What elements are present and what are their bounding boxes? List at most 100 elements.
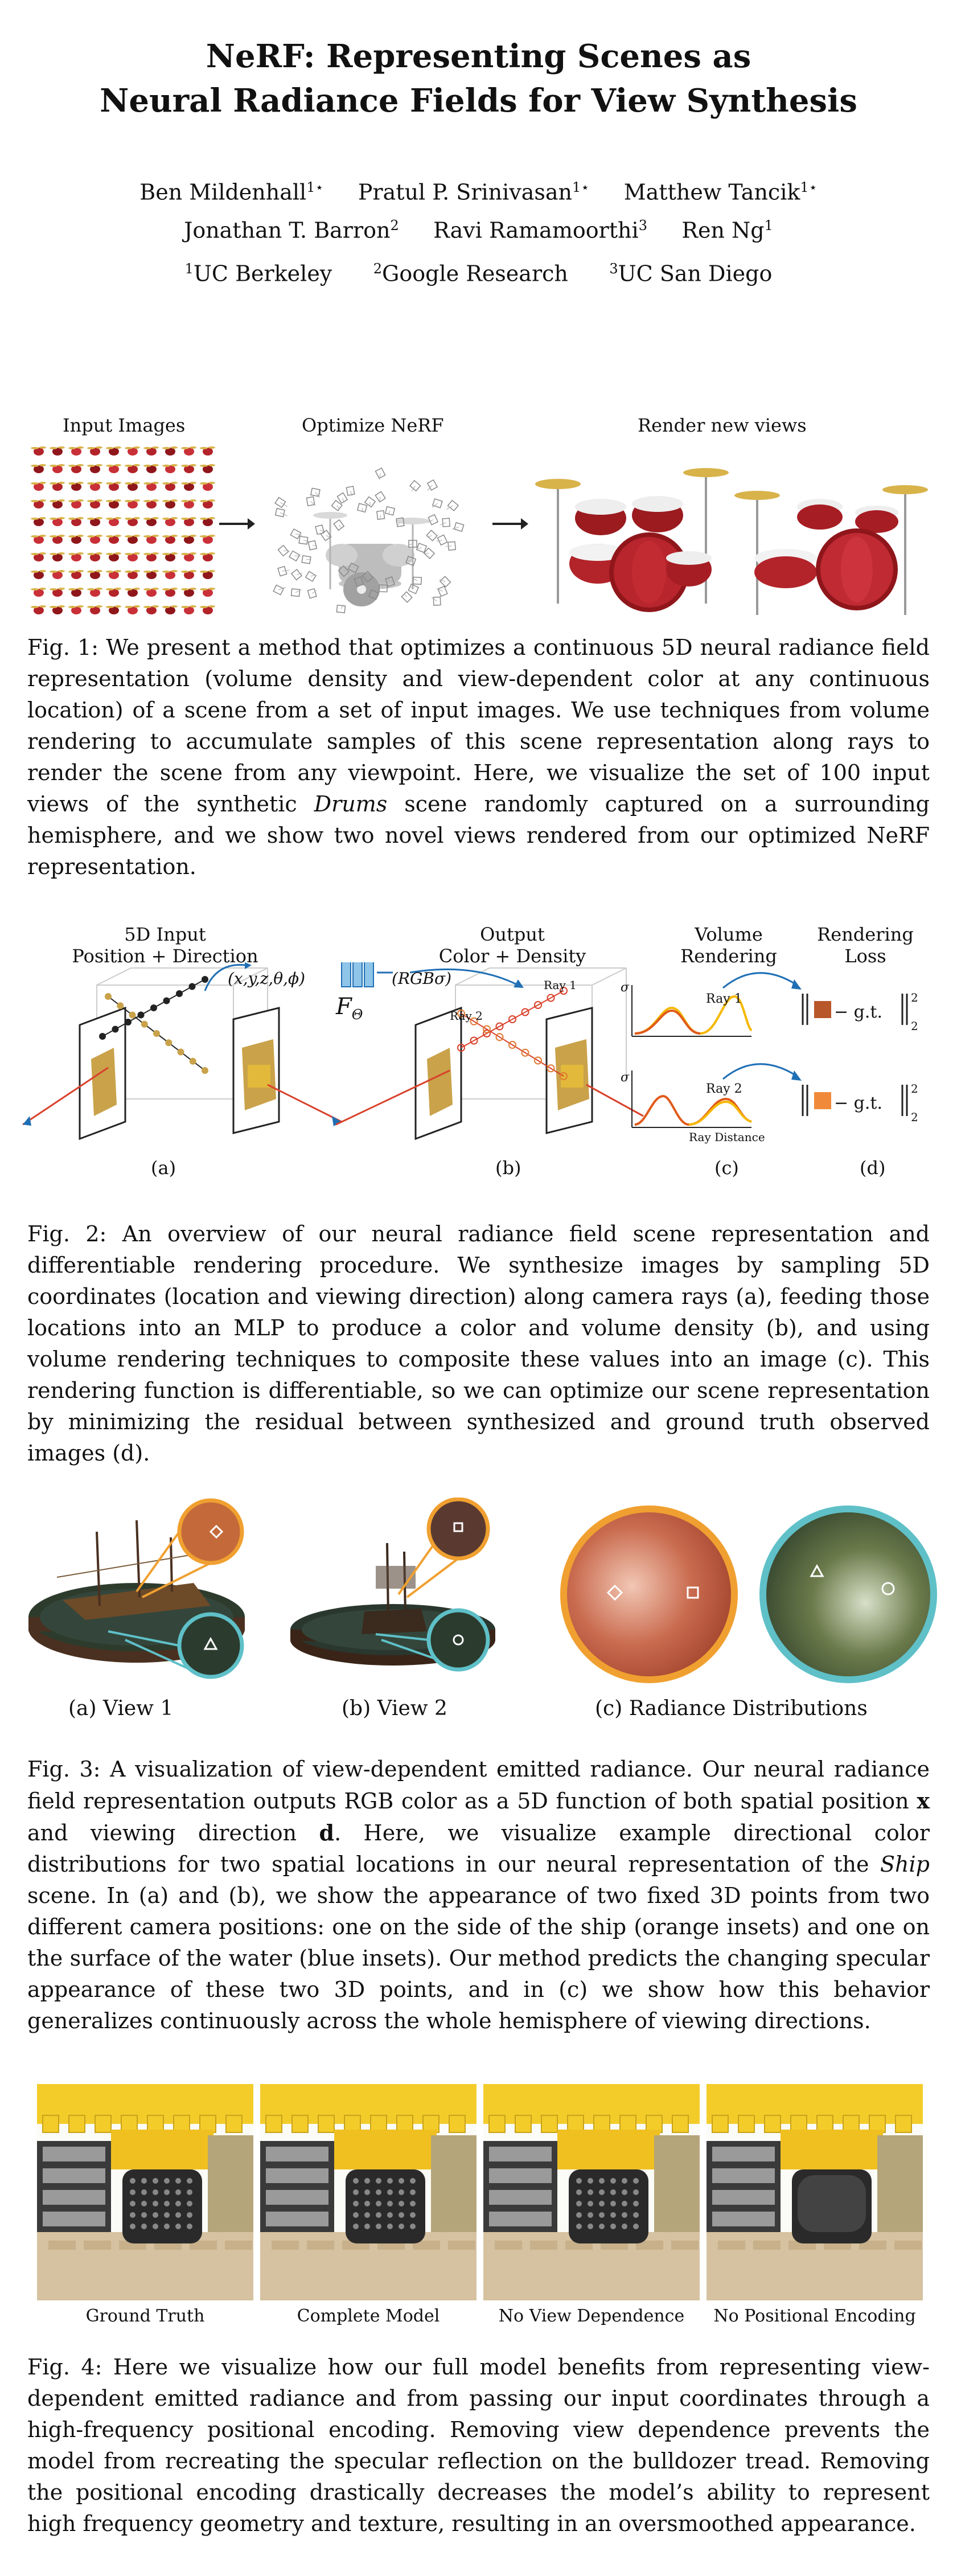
input-thumbnail xyxy=(143,446,159,456)
sample-point xyxy=(457,1010,465,1018)
fig4-comparison xyxy=(37,2084,925,2300)
input-thumbnail xyxy=(87,535,102,544)
fig2-panel-c-label: (c) xyxy=(714,1157,739,1179)
mlp-icon xyxy=(341,962,374,987)
fig2-ray-distance: Ray Distance xyxy=(689,1130,765,1144)
sample-point xyxy=(470,1036,478,1045)
fig2-panel-d-label: (d) xyxy=(860,1157,886,1179)
teal-inset-view-1 xyxy=(177,1612,244,1679)
fig2-ray1-label-c: Ray 1 xyxy=(706,992,742,1006)
sample-point xyxy=(521,1008,529,1016)
input-thumbnail xyxy=(50,605,65,614)
input-thumbnail xyxy=(68,499,84,508)
fig2-gt-2: − g.t. xyxy=(834,1093,883,1113)
input-thumbnail xyxy=(31,517,46,526)
sample-point xyxy=(508,1015,516,1023)
input-thumbnail xyxy=(200,588,215,597)
input-thumbnail xyxy=(200,446,215,456)
fig1-label-input: Input Images xyxy=(63,415,186,436)
input-thumbnail xyxy=(68,446,84,456)
input-thumbnail xyxy=(31,446,46,456)
caption-text: scene. In (a) and (b), we show the appea… xyxy=(27,1883,930,2033)
input-thumbnail xyxy=(125,570,140,579)
fig2-ray1-label-b: Ray 1 xyxy=(544,978,577,992)
camera-frustum-icon xyxy=(451,522,465,532)
affil-sup: 1 xyxy=(184,261,194,277)
fig1-label-optimize: Optimize NeRF xyxy=(302,415,444,436)
affiliations: 1UC Berkeley 2Google Research 3UC San Di… xyxy=(0,261,957,286)
input-thumbnail xyxy=(125,605,140,614)
affiliation: UC San Diego xyxy=(618,261,773,286)
caption-text: Fig. 3: A visualization of view-dependen… xyxy=(27,1757,930,1814)
sample-point xyxy=(534,1001,542,1009)
caption-text: . Here, we visualize example directional… xyxy=(27,1820,930,1877)
camera-frustum-icon xyxy=(290,528,302,540)
input-thumbnail xyxy=(106,446,121,456)
input-thumbnail xyxy=(106,482,121,491)
camera-frustum-icon xyxy=(307,588,317,599)
input-thumbnail xyxy=(143,570,159,579)
camera-frustum-icon xyxy=(289,550,301,562)
input-thumbnail xyxy=(200,482,215,491)
fig4-caption: Fig. 4: Here we visualize how our full m… xyxy=(27,2355,930,2536)
author-name: Matthew Tancik xyxy=(623,179,800,205)
input-thumbnail xyxy=(143,482,159,491)
camera-frustum-icon xyxy=(405,556,417,567)
input-thumbnail xyxy=(181,588,196,597)
camera-frustum-icon xyxy=(277,544,290,557)
camera-frustum-icon xyxy=(423,547,436,559)
author-sup: 3 xyxy=(638,217,647,233)
sample-point xyxy=(202,1067,208,1074)
sample-point xyxy=(560,1072,568,1080)
camera-hemisphere-illustration xyxy=(273,467,465,613)
input-thumbnail xyxy=(200,535,215,544)
fig2-coords: (x,y,z,θ,ϕ) xyxy=(228,969,306,988)
fig2-sub2-2: 2 xyxy=(911,1110,918,1124)
input-thumbnail xyxy=(125,552,140,561)
input-thumbnail xyxy=(31,570,46,579)
input-thumbnail xyxy=(87,588,102,597)
loss-term-1 xyxy=(802,994,908,1025)
input-thumbnail xyxy=(87,517,102,526)
heading-line: Position + Direction xyxy=(72,945,258,967)
sample-point xyxy=(153,1030,160,1037)
input-thumbnail xyxy=(87,499,102,508)
camera-frustum-icon xyxy=(336,604,346,613)
fig2-rgba: (RGBσ) xyxy=(392,969,451,988)
sample-point xyxy=(137,1011,145,1019)
input-thumbnail xyxy=(106,588,121,597)
input-thumbnail xyxy=(68,588,84,597)
input-thumbnail xyxy=(31,535,46,544)
rendered-drums-view-1 xyxy=(535,468,729,612)
input-thumbnail xyxy=(162,464,178,473)
input-thumbnail xyxy=(181,535,196,544)
camera-frustum-icon xyxy=(426,479,438,491)
affiliation: Google Research xyxy=(382,261,568,286)
heading-line: Output xyxy=(480,924,545,945)
affil-sup: 2 xyxy=(373,261,383,277)
fig2-panel-a-label: (a) xyxy=(151,1157,176,1179)
sample-point xyxy=(495,1033,504,1041)
fig3-label-view2: (b) View 2 xyxy=(342,1697,447,1720)
fig2-ray2-label-b: Ray 2 xyxy=(450,1009,483,1023)
sample-point xyxy=(150,1004,157,1011)
fig2-panel-b-label: (b) xyxy=(495,1157,521,1179)
fig2-heading-output: Output Color + Density xyxy=(421,924,603,967)
input-thumbnail xyxy=(68,464,84,473)
camera-frustum-icon xyxy=(428,514,439,526)
caption-text: Fig. 1: We present a method that optimiz… xyxy=(27,635,930,817)
orange-inset-view-2 xyxy=(426,1498,490,1561)
input-thumbnail xyxy=(87,605,102,614)
camera-frustum-icon xyxy=(338,565,350,577)
input-thumbnail xyxy=(106,499,121,508)
input-thumbnail xyxy=(143,588,159,597)
radiance-distribution-teal xyxy=(759,1506,937,1683)
fig2-f-theta: FΘ xyxy=(336,994,363,1023)
no-positional-encoding-image xyxy=(707,2084,923,2300)
camera-frustum-icon xyxy=(408,540,417,548)
camera-frustum-icon xyxy=(375,467,386,480)
fig3-caption: Fig. 3: A visualization of view-dependen… xyxy=(27,1754,930,2037)
fig2-sigma-1: σ xyxy=(621,981,630,995)
theta-sub: Θ xyxy=(351,1007,363,1023)
